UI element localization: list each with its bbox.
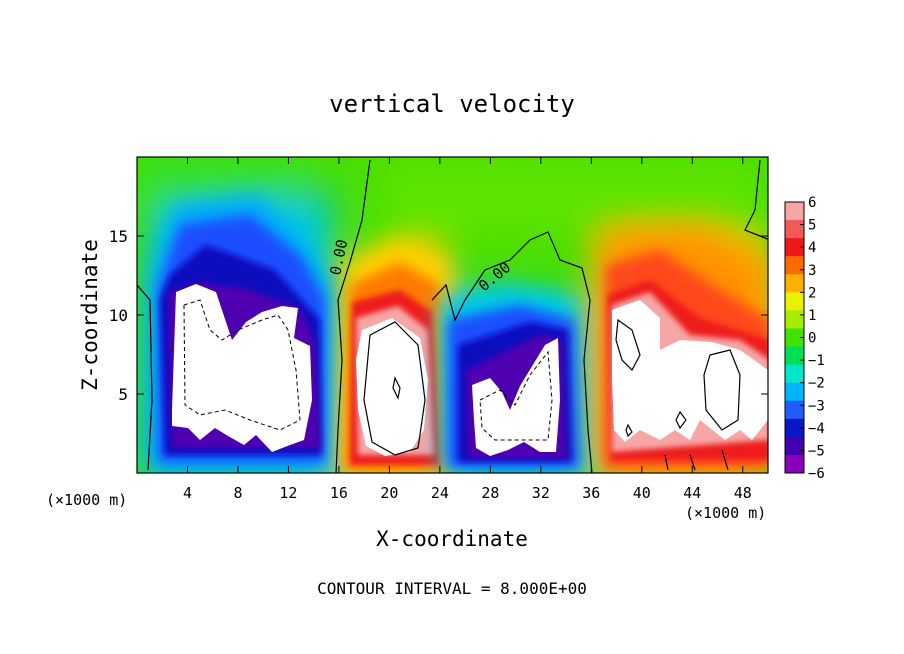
contour-lines	[137, 159, 768, 473]
x-tick-label: 8	[233, 484, 242, 502]
colorbar: 6 5 4 3 2 1 0 −1 −2 −3 −4 −5 −6	[784, 195, 825, 482]
colorbar-label: 3	[808, 263, 816, 279]
colorbar-label: −6	[808, 466, 825, 482]
x-axis-label: X-coordinate	[376, 527, 528, 551]
x-tick-label: 4	[183, 484, 192, 502]
downdraft-center	[340, 238, 450, 470]
colorbar-swatch	[785, 292, 804, 311]
colorbar-swatch	[785, 310, 804, 329]
x-axis-ticks: 4 8 12 16 20 24 28 32 36 40 44 48	[183, 157, 752, 502]
colorbar-label: −1	[808, 353, 825, 369]
y-axis-ticks: 5 10 15	[109, 227, 768, 404]
x-tick-label: 44	[683, 484, 701, 502]
colorbar-swatch	[785, 346, 804, 365]
plot-area: 0.00 0.00	[137, 157, 768, 473]
colorbar-swatch	[785, 328, 804, 347]
x-unit-label-right: (×1000 m)	[685, 504, 766, 522]
colorbar-label: 2	[808, 285, 816, 301]
colorbar-swatch	[785, 202, 804, 221]
updraft-left	[150, 195, 335, 470]
colorbar-swatch	[785, 400, 804, 420]
x-tick-label: 40	[633, 484, 651, 502]
footer-contour-interval: CONTOUR INTERVAL = 8.000E+00	[317, 579, 587, 598]
zero-contour-band	[431, 231, 593, 473]
colorbar-swatch	[785, 238, 804, 257]
y-tick-label: 10	[109, 306, 128, 325]
colorbar-swatch	[785, 454, 804, 474]
x-tick-label: 12	[279, 484, 297, 502]
downdraft-right	[600, 225, 768, 470]
x-tick-label: 28	[481, 484, 499, 502]
x-unit-label: (×1000 m)	[46, 491, 127, 509]
x-tick-label: 16	[330, 484, 348, 502]
updraft-right	[440, 285, 585, 470]
colorbar-swatch	[785, 256, 804, 275]
x-tick-label: 48	[734, 484, 752, 502]
colorbar-label: −3	[808, 398, 825, 414]
zero-contour-left	[137, 284, 153, 471]
x-tick-label: 24	[431, 484, 449, 502]
y-tick-label: 5	[118, 385, 128, 404]
x-tick-label: 32	[532, 484, 550, 502]
colorbar-label: −5	[808, 443, 825, 459]
y-tick-label: 15	[109, 227, 128, 246]
colorbar-label: −4	[808, 421, 825, 437]
colorbar-label: 4	[808, 240, 816, 256]
colorbar-label: −2	[808, 376, 825, 392]
chart-title: vertical velocity	[329, 90, 575, 118]
x-tick-label: 36	[582, 484, 600, 502]
zero-contour-right	[744, 159, 768, 240]
y-axis-label: Z-coordinate	[78, 239, 102, 391]
colorbar-label: 5	[808, 218, 816, 234]
colorbar-label: 6	[808, 195, 816, 211]
colorbar-swatch	[785, 436, 804, 456]
x-tick-label: 20	[380, 484, 398, 502]
colorbar-swatch	[785, 364, 804, 384]
colorbar-swatch	[785, 274, 804, 293]
colorbar-label: 0	[808, 331, 816, 347]
contour-dashed	[183, 299, 553, 441]
colorbar-swatch	[785, 382, 804, 402]
colorbar-label: 1	[808, 308, 816, 324]
colorbar-swatch	[785, 220, 804, 239]
zero-contour-mid	[335, 159, 371, 473]
colorbar-swatch	[785, 418, 804, 438]
